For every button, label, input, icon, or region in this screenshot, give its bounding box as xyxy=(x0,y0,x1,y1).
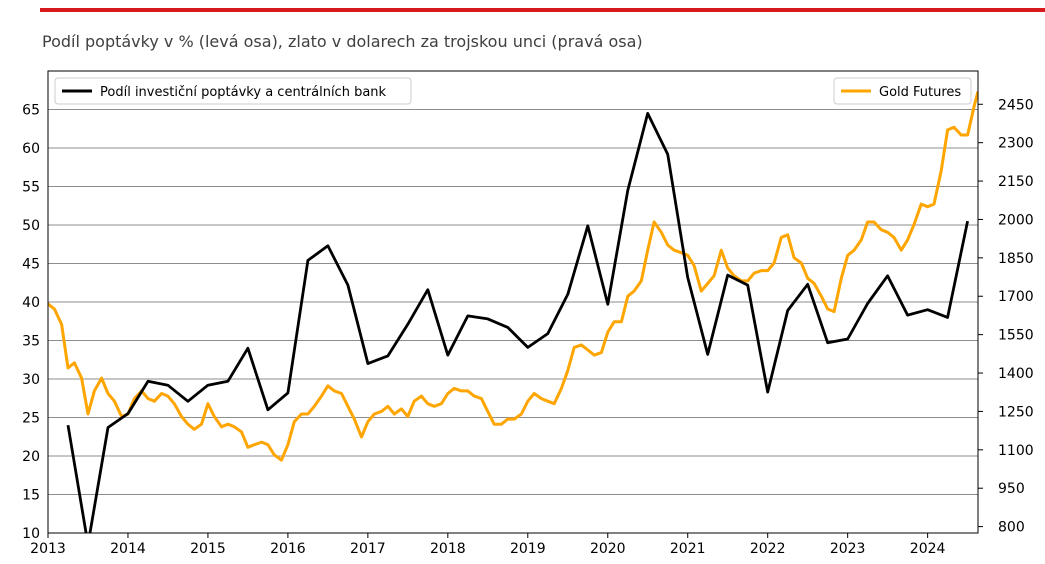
right-tick-label: 1550 xyxy=(998,328,1034,344)
x-tick-label: 2020 xyxy=(590,541,626,557)
left-tick-label: 65 xyxy=(22,103,40,119)
series-lines xyxy=(48,91,978,533)
left-tick-label: 30 xyxy=(22,372,40,388)
x-tick-label: 2024 xyxy=(910,541,946,557)
legend-label: Gold Futures xyxy=(879,85,961,100)
plot-frame xyxy=(47,70,979,534)
left-tick-label: 45 xyxy=(22,257,40,273)
left-tick-label: 60 xyxy=(22,141,40,157)
right-tick-label: 1400 xyxy=(998,366,1034,382)
x-tick-label: 2022 xyxy=(750,541,786,557)
right-tick-label: 1250 xyxy=(998,404,1034,420)
left-tick-label: 40 xyxy=(22,295,40,311)
right-tick-label: 2300 xyxy=(998,136,1034,152)
x-tick-label: 2016 xyxy=(270,541,306,557)
x-axis: 2013 2014 2015 2016 2017 2018 2019 2020 2021 2022… xyxy=(30,533,946,557)
demand-share-line xyxy=(66,112,969,533)
left-tick-label: 35 xyxy=(22,334,40,350)
right-tick-label: 800 xyxy=(998,520,1025,536)
x-tick-label: 2023 xyxy=(830,541,866,557)
legend-gold: Gold Futures xyxy=(833,77,972,105)
right-tick-label: 2000 xyxy=(998,212,1034,228)
x-tick-label: 2013 xyxy=(30,541,66,557)
chart-title: Podíl poptávky v % (levá osa), zlato v d… xyxy=(42,32,643,51)
right-tick-label: 2150 xyxy=(998,174,1034,190)
left-axis: 10 15 20 25 30 35 40 45 50 55 60 65 xyxy=(22,103,40,543)
x-tick-label: 2017 xyxy=(350,541,386,557)
accent-bar xyxy=(40,8,1045,12)
legend-box xyxy=(833,77,972,105)
legend-label: Podíl investiční poptávky a centrálních … xyxy=(100,85,387,100)
legend-box xyxy=(54,77,412,105)
grid-lines xyxy=(48,109,978,495)
left-tick-label: 25 xyxy=(22,411,40,427)
left-tick-label: 10 xyxy=(22,526,40,542)
x-tick-label: 2014 xyxy=(110,541,146,557)
gold-futures-line xyxy=(48,91,978,462)
left-tick-label: 20 xyxy=(22,449,40,465)
left-tick-label: 50 xyxy=(22,218,40,234)
left-tick-label: 55 xyxy=(22,180,40,196)
x-tick-label: 2019 xyxy=(510,541,546,557)
left-tick-label: 15 xyxy=(22,488,40,504)
right-tick-label: 950 xyxy=(998,481,1025,497)
x-tick-label: 2021 xyxy=(670,541,706,557)
right-tick-label: 1700 xyxy=(998,289,1034,305)
right-tick-label: 1850 xyxy=(998,251,1034,267)
right-tick-label: 1100 xyxy=(998,443,1034,459)
right-axis: 800 950 1100 1250 1400 1550 1700 1850 2000 2150 23… xyxy=(978,97,1034,536)
x-tick-label: 2015 xyxy=(190,541,226,557)
right-tick-label: 2450 xyxy=(998,97,1034,113)
x-tick-label: 2018 xyxy=(430,541,466,557)
legend-demand: Podíl investiční poptávky a centrálních … xyxy=(54,77,412,105)
